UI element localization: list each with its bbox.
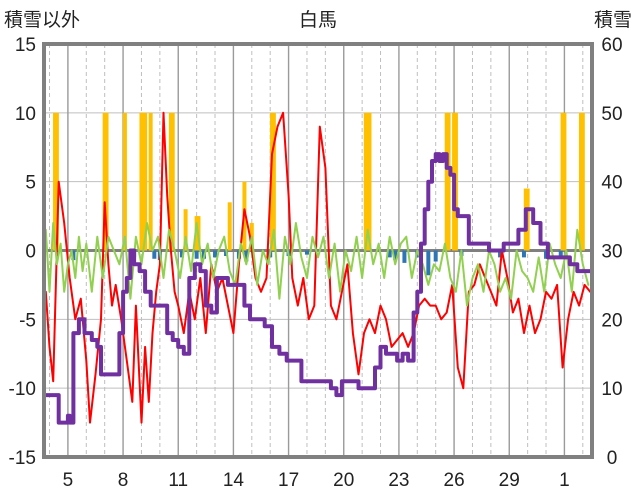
precip-bar xyxy=(122,112,127,251)
sunshine-bar xyxy=(71,250,76,261)
line-series xyxy=(43,111,593,425)
sunshine-bar xyxy=(179,250,184,258)
precip-bar xyxy=(580,112,585,251)
precip-bar xyxy=(562,112,567,251)
sunshine-bar xyxy=(426,250,431,276)
right-y-tick-label: 30 xyxy=(601,242,622,263)
left-y-tick-label: 10 xyxy=(15,104,36,125)
x-tick-label: 26 xyxy=(444,470,465,491)
x-tick-label: 20 xyxy=(333,470,354,491)
wind-line xyxy=(44,222,590,307)
precip-bar xyxy=(104,112,109,251)
left-y-tick-label: 15 xyxy=(15,35,36,56)
x-tick-label: 23 xyxy=(388,470,409,491)
right-y-ticks: 60 50 40 30 20 10 0 xyxy=(601,35,622,469)
sunshine-bar xyxy=(558,250,563,257)
sunshine-bar xyxy=(387,250,392,258)
precip-bar xyxy=(446,112,451,251)
right-y-tick-label: 20 xyxy=(601,310,622,331)
left-y-tick-label: -15 xyxy=(9,448,36,469)
x-tick-label: 17 xyxy=(278,470,299,491)
left-y-tick-label: -10 xyxy=(9,379,36,400)
sunshine-bar xyxy=(521,250,526,258)
x-tick-label: 11 xyxy=(168,470,188,491)
snow_depth-line xyxy=(43,152,593,425)
x-tick-label: 14 xyxy=(223,470,245,491)
left-axis-label: 積雪以外 xyxy=(4,9,80,31)
right-axis-label: 積雪 xyxy=(594,9,632,31)
left-y-tick-label: 5 xyxy=(25,173,36,194)
temperature-line xyxy=(44,111,592,424)
sunshine-bar xyxy=(304,250,309,255)
x-tick-label: 1 xyxy=(559,470,570,491)
x-tick-label: 29 xyxy=(499,470,520,491)
sunshine-bar xyxy=(213,250,218,258)
right-y-tick-label: 0 xyxy=(607,448,618,469)
chart-title: 白馬 xyxy=(299,9,337,31)
left-y-tick-label: 0 xyxy=(25,242,36,263)
plot-frame xyxy=(42,42,594,459)
precip-bar xyxy=(367,112,372,251)
precip-bar xyxy=(183,209,188,251)
precip-bar xyxy=(148,112,153,251)
sunshine-bar xyxy=(433,250,438,262)
right-y-tick-label: 60 xyxy=(601,35,622,56)
right-y-tick-label: 50 xyxy=(601,104,622,125)
sunshine-bar xyxy=(393,250,398,261)
precip-bar xyxy=(143,112,148,251)
left-y-ticks: 15 10 5 0 -5 -10 -15 xyxy=(9,35,36,469)
x-tick-label: 8 xyxy=(118,470,129,491)
x-tick-label: 5 xyxy=(63,470,74,491)
precip-bar xyxy=(227,202,232,251)
sunshine-bar xyxy=(194,250,199,259)
x-ticks: 5 8 11 14 17 20 23 26 29 1 xyxy=(63,470,570,491)
sunshine-bar xyxy=(498,250,503,258)
sunshine-bar xyxy=(402,250,407,263)
right-y-tick-label: 10 xyxy=(601,379,622,400)
sunshine-bar xyxy=(244,250,249,262)
precip-bar xyxy=(54,112,59,251)
sunshine-bar xyxy=(152,250,157,259)
precip-bar xyxy=(170,112,175,251)
right-y-tick-label: 40 xyxy=(601,173,622,194)
left-y-tick-label: -5 xyxy=(19,310,36,331)
precip-bar xyxy=(271,112,276,251)
